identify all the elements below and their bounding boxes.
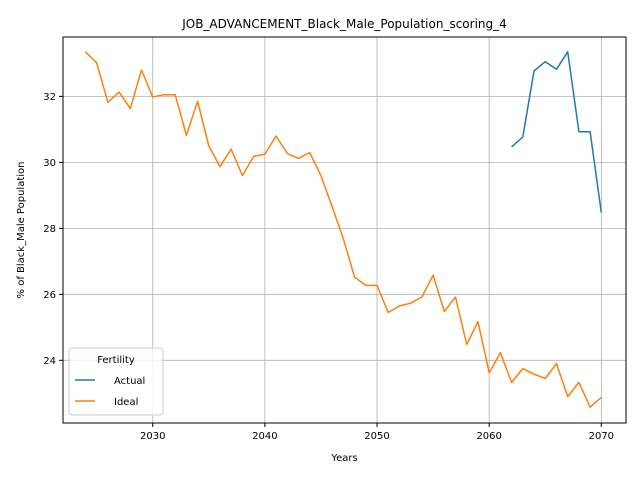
legend-items: Actual Ideal bbox=[75, 376, 145, 408]
legend-label-ideal: Ideal bbox=[114, 397, 138, 408]
legend-label-actual: Actual bbox=[114, 376, 145, 387]
legend: Fertility Actual Ideal bbox=[68, 347, 164, 416]
y-tick-label: 24 bbox=[43, 356, 56, 367]
x-tick-label: 2040 bbox=[252, 431, 277, 442]
x-tick-label: 2060 bbox=[476, 431, 501, 442]
y-tick-label: 30 bbox=[43, 158, 56, 169]
x-tick-label: 2030 bbox=[140, 431, 165, 442]
y-tick-label: 28 bbox=[43, 224, 56, 235]
legend-title: Fertility bbox=[97, 355, 135, 366]
series-lines bbox=[84, 51, 603, 408]
plot-area-frame bbox=[62, 36, 627, 424]
x-axis-label: Years bbox=[330, 453, 357, 464]
legend-box bbox=[68, 347, 164, 416]
y-tick-label: 32 bbox=[43, 92, 56, 103]
series-line-ideal bbox=[84, 51, 602, 408]
y-axis-ticks: 24 26 28 30 32 bbox=[43, 92, 63, 367]
x-tick-label: 2050 bbox=[364, 431, 389, 442]
x-tick-label: 2070 bbox=[589, 431, 614, 442]
grid-lines bbox=[63, 37, 626, 423]
chart-title: JOB_ADVANCEMENT_Black_Male_Population_sc… bbox=[181, 17, 507, 31]
y-axis-label: % of Black_Male Population bbox=[16, 162, 27, 299]
x-axis-ticks: 2030 2040 2050 2060 2070 bbox=[140, 423, 614, 442]
y-tick-label: 26 bbox=[43, 290, 56, 301]
series-line-actual bbox=[511, 51, 603, 213]
